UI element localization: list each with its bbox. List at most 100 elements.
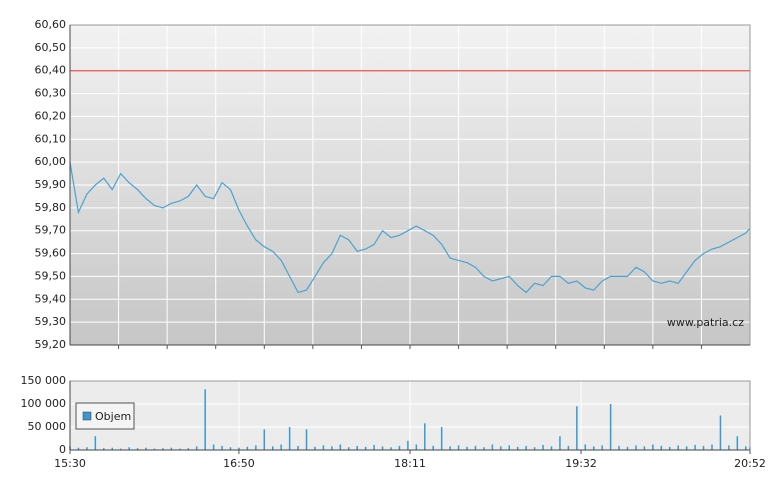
y-tick-label: 59,20: [35, 338, 67, 351]
y-tick-label: 59,90: [35, 178, 67, 191]
volume-bar: [432, 445, 434, 450]
volume-bar: [719, 415, 722, 450]
y-tick-label: 59,70: [35, 224, 67, 237]
volume-bar: [77, 447, 80, 450]
x-tick-label: 15:30: [54, 457, 86, 470]
volume-bar: [195, 446, 198, 450]
volume-bar: [288, 427, 291, 450]
volume-bar: [119, 448, 122, 450]
volume-bar: [162, 448, 164, 450]
volume-bar: [500, 446, 502, 450]
volume-bar: [339, 444, 342, 450]
y-tick-label: 60,60: [35, 18, 67, 31]
x-tick-label: 20:52: [734, 457, 766, 470]
x-tick-label: 16:50: [223, 457, 255, 470]
volume-bar: [643, 446, 646, 450]
y-tick-label: 100 000: [21, 397, 67, 410]
volume-bar: [381, 446, 384, 450]
volume-bar: [229, 447, 232, 450]
volume-bar: [390, 447, 392, 450]
volume-bar: [305, 429, 308, 450]
volume-bar: [466, 446, 468, 450]
volume-bar: [111, 447, 113, 450]
price-line: [69, 162, 751, 294]
y-tick-label: 59,60: [35, 247, 67, 260]
volume-bar: [364, 446, 367, 450]
volume-bar: [626, 446, 629, 450]
volume-bar: [483, 447, 485, 450]
y-tick-label: 60,00: [35, 155, 67, 168]
volume-bar: [694, 444, 696, 450]
y-tick-label: 150 000: [21, 374, 67, 387]
volume-bar: [601, 445, 603, 450]
volume-bar: [702, 445, 705, 450]
volume-bar: [652, 444, 654, 450]
volume-bar: [348, 447, 350, 450]
watermark: www.patria.cz: [667, 316, 744, 329]
volume-bar: [415, 444, 418, 450]
legend-swatch: [82, 411, 92, 421]
volume-bar: [398, 445, 401, 450]
y-tick-label: 59,80: [35, 201, 67, 214]
legend-label: Objem: [95, 410, 131, 423]
volume-bar: [424, 423, 426, 450]
volume-bar: [170, 447, 173, 450]
volume-bar: [542, 444, 544, 450]
volume-bar: [322, 445, 325, 450]
x-tick-label: 19:32: [565, 457, 597, 470]
volume-bar: [736, 436, 739, 450]
volume-bar: [508, 445, 511, 450]
volume-bar: [592, 446, 595, 450]
volume-bar: [559, 436, 561, 450]
volume-bar: [728, 445, 730, 450]
volume-bar: [94, 436, 97, 450]
volume-bar: [280, 444, 282, 450]
y-tick-label: 0: [59, 443, 66, 456]
volume-bar: [221, 445, 223, 450]
volume-bar: [449, 446, 451, 450]
volume-bar: [103, 448, 105, 450]
y-tick-label: 50 000: [28, 420, 67, 433]
volume-bar: [685, 446, 688, 450]
volume-bar: [618, 445, 620, 450]
volume-bar: [440, 427, 443, 450]
volume-bar: [407, 440, 409, 450]
volume-bar: [516, 446, 519, 450]
volume-bar: [525, 445, 527, 450]
volume-bar: [314, 446, 316, 450]
volume-bar: [187, 448, 190, 450]
volume-bar: [153, 448, 156, 450]
volume-bar: [711, 444, 713, 450]
volume-bar: [204, 389, 206, 450]
volume-bar: [297, 445, 299, 450]
volume-bar: [356, 445, 358, 450]
volume-bar: [576, 406, 578, 450]
volume-bar: [212, 444, 215, 450]
y-tick-label: 60,20: [35, 109, 67, 122]
volume-bar: [745, 446, 747, 450]
volume-bar: [609, 404, 612, 450]
y-tick-label: 60,10: [35, 132, 67, 145]
volume-bar: [238, 447, 240, 450]
volume-bar: [533, 447, 536, 450]
volume-bar: [331, 446, 333, 450]
volume-bar: [246, 446, 249, 450]
volume-bar: [263, 429, 266, 450]
volume-bar: [474, 445, 477, 450]
volume-bar: [145, 447, 147, 450]
volume-bar: [635, 445, 637, 450]
y-tick-label: 59,50: [35, 269, 67, 282]
volume-bar: [136, 448, 139, 450]
volume-bar: [255, 445, 257, 450]
volume-bar: [677, 445, 679, 450]
x-tick-label: 18:11: [394, 457, 426, 470]
volume-bar: [128, 447, 130, 450]
volume-bar: [271, 446, 274, 450]
volume-bar: [491, 444, 494, 450]
volume-bar: [669, 446, 671, 450]
y-tick-label: 60,40: [35, 64, 67, 77]
volume-bar: [86, 447, 88, 450]
y-tick-label: 60,50: [35, 41, 67, 54]
y-tick-label: 59,30: [35, 315, 67, 328]
